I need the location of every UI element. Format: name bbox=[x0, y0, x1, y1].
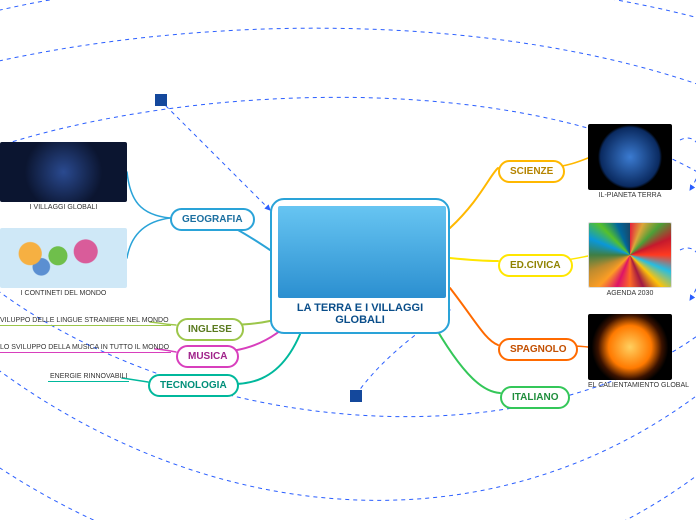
branch-edcivica[interactable]: ED.CIVICA bbox=[498, 254, 573, 277]
image-agenda-caption: AGENDA 2030 bbox=[588, 290, 672, 297]
image-continenti[interactable]: I CONTINETI DEL MONDO bbox=[0, 228, 127, 297]
central-image bbox=[278, 206, 446, 298]
branch-inglese[interactable]: INGLESE bbox=[176, 318, 244, 341]
central-node[interactable]: LA TERRA E I VILLAGGI GLOBALI bbox=[270, 198, 450, 334]
image-villaggi-caption: I VILLAGGI GLOBALI bbox=[0, 204, 127, 211]
image-villaggi-thumb bbox=[0, 142, 127, 202]
image-agenda-thumb bbox=[588, 222, 672, 288]
image-calentamiento-thumb bbox=[588, 314, 672, 380]
image-pianeta[interactable]: IL-PIANETA TERRA bbox=[588, 124, 672, 199]
branch-italiano[interactable]: ITALIANO bbox=[500, 386, 570, 409]
shape-square-1 bbox=[350, 390, 362, 402]
image-continenti-caption: I CONTINETI DEL MONDO bbox=[0, 290, 127, 297]
image-pianeta-thumb bbox=[588, 124, 672, 190]
image-agenda[interactable]: AGENDA 2030 bbox=[588, 222, 672, 297]
image-calentamiento[interactable]: EL CALIENTAMIENTO GLOBAL bbox=[588, 314, 689, 389]
image-calentamiento-caption: EL CALIENTAMIENTO GLOBAL bbox=[588, 382, 689, 389]
branch-scienze[interactable]: SCIENZE bbox=[498, 160, 565, 183]
shape-square-0 bbox=[155, 94, 167, 106]
image-villaggi[interactable]: I VILLAGGI GLOBALI bbox=[0, 142, 127, 211]
mindmap-canvas: LA TERRA E I VILLAGGI GLOBALI GEOGRAFIA I… bbox=[0, 0, 696, 520]
leaf-musicadev[interactable]: LO SVILUPPO DELLA MUSICA IN TUTTO IL MON… bbox=[0, 344, 169, 352]
branch-tecnologia[interactable]: TECNOLOGIA bbox=[148, 374, 239, 397]
branch-geografia[interactable]: GEOGRAFIA bbox=[170, 208, 255, 231]
leaf-energie[interactable]: ENERGIE RINNOVABILI bbox=[50, 373, 127, 381]
image-continenti-thumb bbox=[0, 228, 127, 288]
branch-musica[interactable]: MUSICA bbox=[176, 345, 239, 368]
central-title: LA TERRA E I VILLAGGI GLOBALI bbox=[278, 302, 442, 326]
branch-spagnolo[interactable]: SPAGNOLO bbox=[498, 338, 578, 361]
leaf-lingue[interactable]: VILUPPO DELLE LINGUE STRANIERE NEL MONDO bbox=[0, 317, 169, 325]
image-pianeta-caption: IL-PIANETA TERRA bbox=[588, 192, 672, 199]
